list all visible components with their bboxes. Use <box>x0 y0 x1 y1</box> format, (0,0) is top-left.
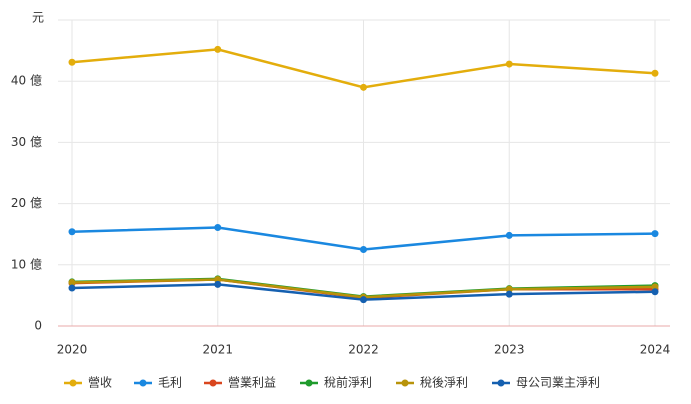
y-tick-label: 20 億 <box>11 196 42 210</box>
legend-label: 毛利 <box>158 376 182 390</box>
legend-item[interactable]: 稅前淨利 <box>300 375 372 390</box>
point <box>651 69 659 77</box>
x-tick-label: 2023 <box>494 343 525 357</box>
point <box>68 284 76 292</box>
x-tick-label: 2022 <box>348 343 379 357</box>
legend-marker <box>401 379 409 387</box>
legend-marker <box>305 379 313 387</box>
legend-label: 稅前淨利 <box>324 375 372 390</box>
point <box>505 285 513 293</box>
point <box>360 246 367 253</box>
point <box>360 83 367 91</box>
point <box>214 280 222 288</box>
point <box>651 288 659 296</box>
legend-marker <box>69 379 77 387</box>
legend-marker <box>139 379 147 387</box>
point <box>505 290 513 298</box>
point <box>68 279 76 287</box>
y-tick-label: 10 億 <box>11 257 42 271</box>
legend-item[interactable]: 營收 <box>64 376 112 390</box>
legend-label: 營收 <box>88 376 112 390</box>
legend-label: 母公司業主淨利 <box>516 376 600 390</box>
legend-marker <box>209 379 217 387</box>
legend-item[interactable]: 毛利 <box>134 376 182 390</box>
point <box>68 58 76 66</box>
legend-item[interactable]: 營業利益 <box>204 376 276 390</box>
x-tick-label: 2024 <box>640 343 671 357</box>
y-tick-label: 40 億 <box>11 74 42 88</box>
point <box>214 45 222 53</box>
legend-label: 營業利益 <box>228 376 276 390</box>
x-tick-label: 2021 <box>202 343 233 357</box>
point <box>68 228 76 236</box>
point <box>651 283 659 291</box>
y-axis-unit: 元 <box>32 11 44 25</box>
legend-marker <box>497 379 505 387</box>
point <box>214 223 222 231</box>
legend-label: 稅後淨利 <box>420 376 468 390</box>
point <box>360 296 367 304</box>
x-tick-label: 2020 <box>57 343 88 357</box>
point <box>505 60 513 68</box>
y-tick-label: 0 <box>34 319 42 333</box>
point <box>505 231 513 239</box>
legend-item[interactable]: 母公司業主淨利 <box>492 376 600 390</box>
point <box>651 230 659 238</box>
legend-item[interactable]: 稅後淨利 <box>396 376 468 390</box>
y-tick-label: 30 億 <box>11 135 42 149</box>
point <box>214 275 222 283</box>
